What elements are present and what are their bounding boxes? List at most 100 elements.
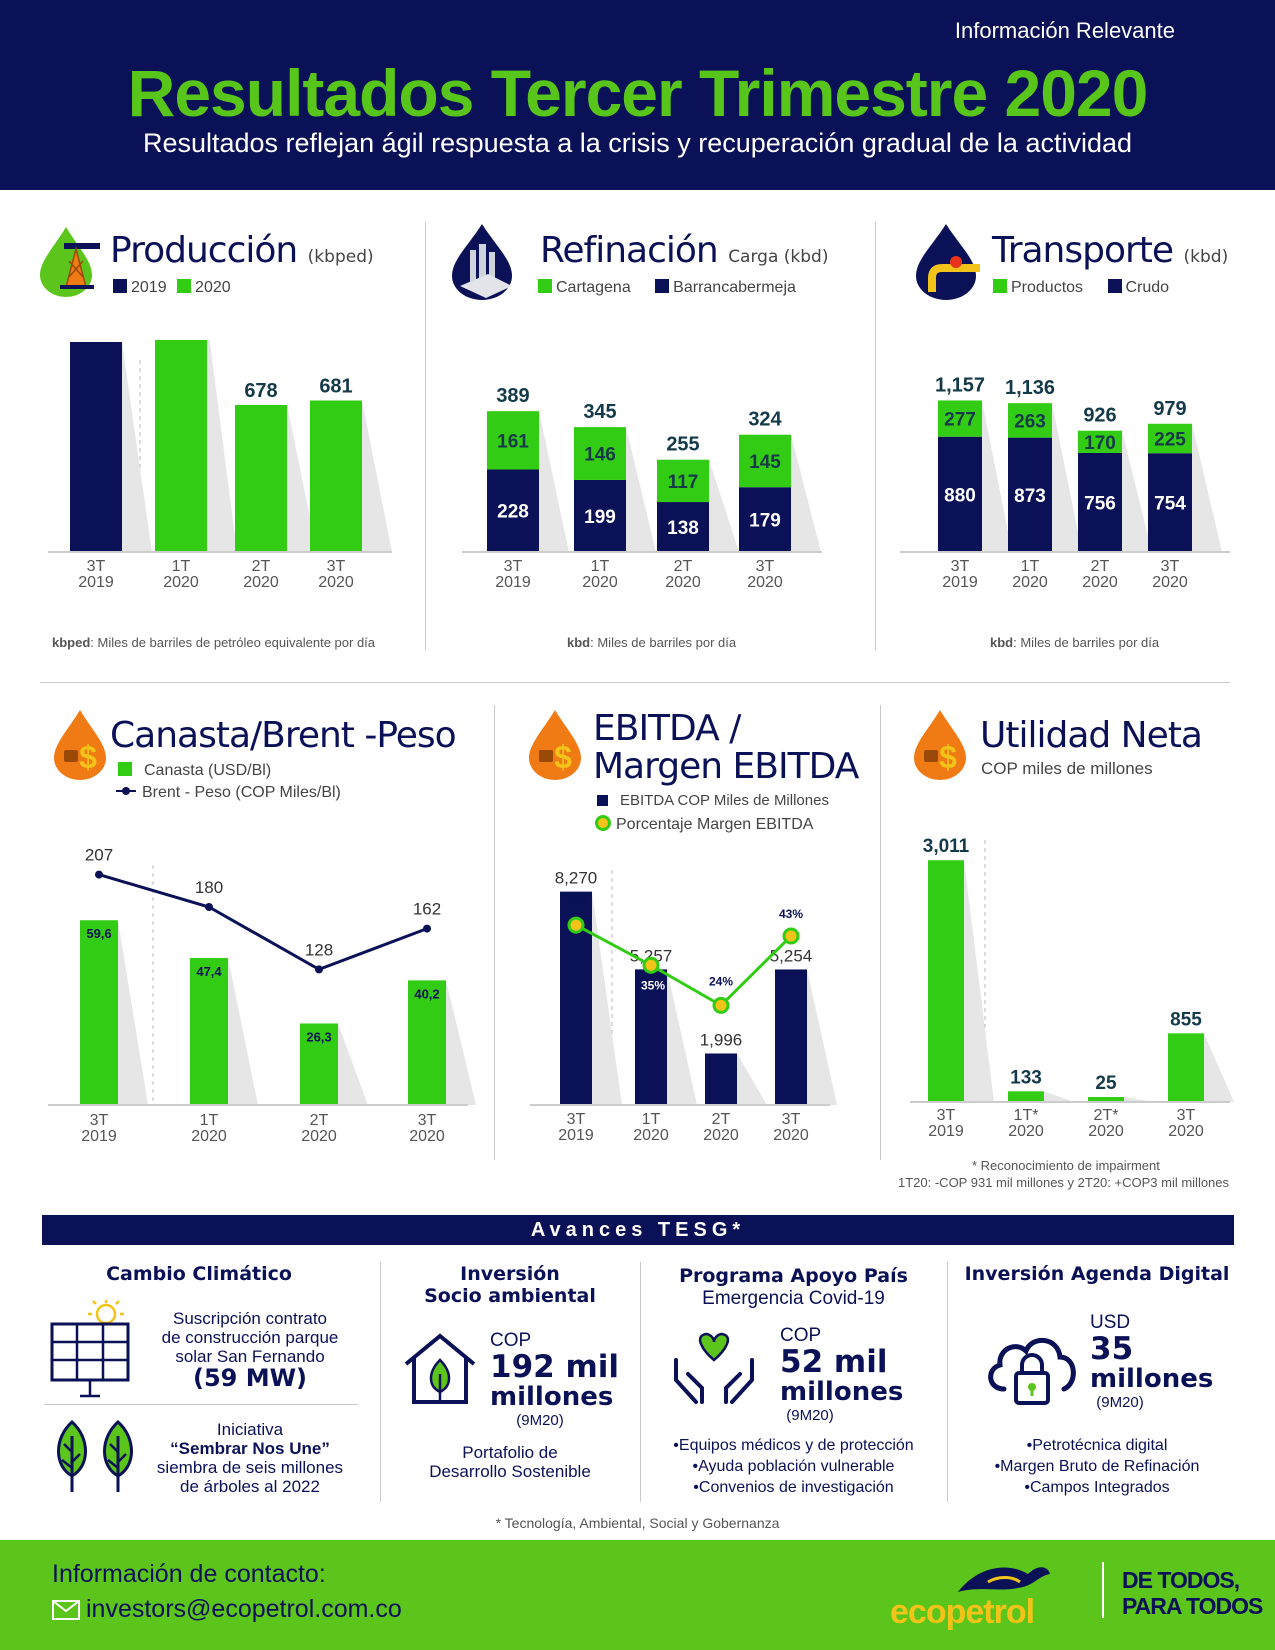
data-label: 146 (584, 445, 616, 466)
produccion-note: kbped: Miles de barriles de petróleo equ… (52, 635, 376, 650)
legend-swatch-barrancabermeja (655, 279, 670, 293)
bar-shadow (807, 969, 837, 1105)
footer-divider (1102, 1562, 1104, 1618)
bar (1088, 1097, 1124, 1102)
total-label: 324 (748, 409, 782, 431)
footer-email[interactable]: investors@ecopetrol.com.co (52, 1595, 402, 1624)
margen-line (575, 923, 793, 1008)
bar-shadow (1122, 430, 1152, 552)
divider (875, 222, 876, 650)
divider (40, 682, 1230, 683)
data-label: 199 (584, 507, 616, 528)
utilidad-chart: 3,011 3T 2019 133 1T* 2020 25 2T* 2020 855 3T 2020 (910, 836, 1234, 1140)
data-label: 179 (749, 511, 781, 532)
utilidad-note-2: 1T20: -COP 931 mil millones y 2T20: +COP… (898, 1175, 1230, 1190)
category-label: 3T 2019 (942, 558, 978, 591)
category-label: 3T 2019 (928, 1107, 964, 1140)
divider (880, 705, 881, 1160)
solar-panel-icon (50, 1300, 130, 1398)
ecopetrol-logo: ecopetrol (890, 1567, 1050, 1631)
canasta-legend-2: Brent - Peso (COP Miles/Bl) (116, 784, 341, 802)
canasta-chart: 59,6 3T 2019 47,4 1T 2020 26,3 2T 2020 40,2 3T 2020… (48, 846, 476, 1145)
line-label: 162 (413, 900, 441, 919)
tesg-clima-mw: (59 MW) (192, 1364, 308, 1392)
bar-segment (1148, 423, 1192, 454)
ebitda-legend-1: EBITDA COP Miles de Millones (597, 792, 829, 809)
category-label: 3T 2020 (1168, 1107, 1204, 1140)
data-label: 25 (1095, 1073, 1117, 1094)
bar-segment (1078, 452, 1122, 552)
data-label: 855 (1170, 1009, 1202, 1030)
category-label: 1T 2020 (582, 558, 618, 591)
bar-segment (1148, 453, 1192, 552)
bar (235, 405, 287, 552)
margen-point (782, 927, 800, 945)
svg-text:$: $ (939, 739, 957, 775)
bar-shadow (539, 411, 569, 552)
category-label: 2T* 2020 (1088, 1107, 1124, 1140)
bar-segment (938, 400, 982, 437)
line-label: 35% (641, 978, 665, 992)
total-label: 389 (496, 385, 529, 407)
bar-segment (574, 479, 626, 552)
margen-point (712, 996, 730, 1014)
bar-segment (657, 459, 709, 503)
tesg-digital-list: •Petrotécnica digital •Margen Bruto de Re… (994, 1437, 1200, 1496)
category-label: 1T 2020 (191, 1112, 227, 1145)
data-label: 681 (319, 376, 352, 398)
bar-shadow (982, 400, 1012, 552)
bar (300, 1023, 338, 1105)
category-label: 3T 2019 (81, 1112, 117, 1145)
tesg-apoyo-amount: COP 52 mil millones (9M20) (780, 1325, 904, 1424)
bar-segment (487, 411, 539, 470)
legend-swatch-cartagena (538, 279, 552, 293)
data-label: 880 (944, 485, 976, 506)
trees-icon (57, 1419, 133, 1492)
mail-icon (52, 1600, 80, 1620)
line-label: 43% (779, 907, 803, 921)
legend-line-brent (116, 787, 136, 795)
header-banner (0, 0, 1275, 190)
refinacion-legend: Cartagena Barrancabermeja (538, 279, 796, 297)
refinacion-chart: 228 161 389 3T 2019 199 146 345 1T 2020 138 117 255 2… (462, 385, 822, 591)
bar-shadow (1044, 1091, 1074, 1102)
total-label: 255 (666, 434, 699, 456)
data-label: 263 (1014, 411, 1046, 432)
bar-segment (938, 436, 982, 552)
produccion-legend: 2019 2020 (113, 279, 231, 297)
produccion-title: Producción (kbped) (110, 230, 374, 271)
ebitda-title: EBITDA / Margen EBITDA (593, 708, 859, 787)
line-label: 46% (564, 894, 588, 908)
legend-swatch-canasta (118, 762, 132, 776)
category-label: 2T 2020 (1082, 558, 1118, 591)
bar-shadow (737, 1053, 767, 1105)
legend-swatch-2020 (177, 279, 192, 293)
bar (310, 400, 362, 552)
bar-shadow (592, 891, 622, 1105)
data-label: 678 (244, 380, 277, 402)
refinacion-note: kbd: Miles de barriles por día (567, 635, 737, 650)
bar-shadow (1052, 403, 1082, 552)
tesg-inversion-text: Portafolio de Desarrollo Sostenible (429, 1443, 591, 1481)
data-label: 161 (497, 431, 529, 452)
tesg-apoyo-list: •Equipos médicos y de protección •Ayuda p… (673, 1437, 914, 1496)
data-label: 225 (1154, 429, 1186, 450)
category-label: 3T 2020 (409, 1112, 445, 1145)
tesg-clima-title: Cambio Climático (106, 1263, 292, 1285)
dollar-drop-icon: $ (529, 710, 581, 780)
canasta-legend-1: Canasta (USD/Bl) (118, 762, 271, 780)
line-label: 207 (85, 846, 113, 865)
data-label: 754 (1154, 494, 1186, 515)
divider (640, 1262, 641, 1502)
bar (80, 920, 118, 1105)
bar-shadow (207, 340, 237, 552)
category-label: 2T 2020 (665, 558, 701, 591)
bar-shadow (228, 958, 258, 1105)
margen-point (567, 916, 585, 934)
divider (44, 1404, 358, 1405)
divider (425, 222, 426, 650)
svg-text:$: $ (79, 739, 97, 775)
data-label: 277 (944, 410, 976, 431)
category-label: 3T 2019 (78, 558, 114, 591)
header-tag: Información Relevante (954, 18, 1175, 43)
